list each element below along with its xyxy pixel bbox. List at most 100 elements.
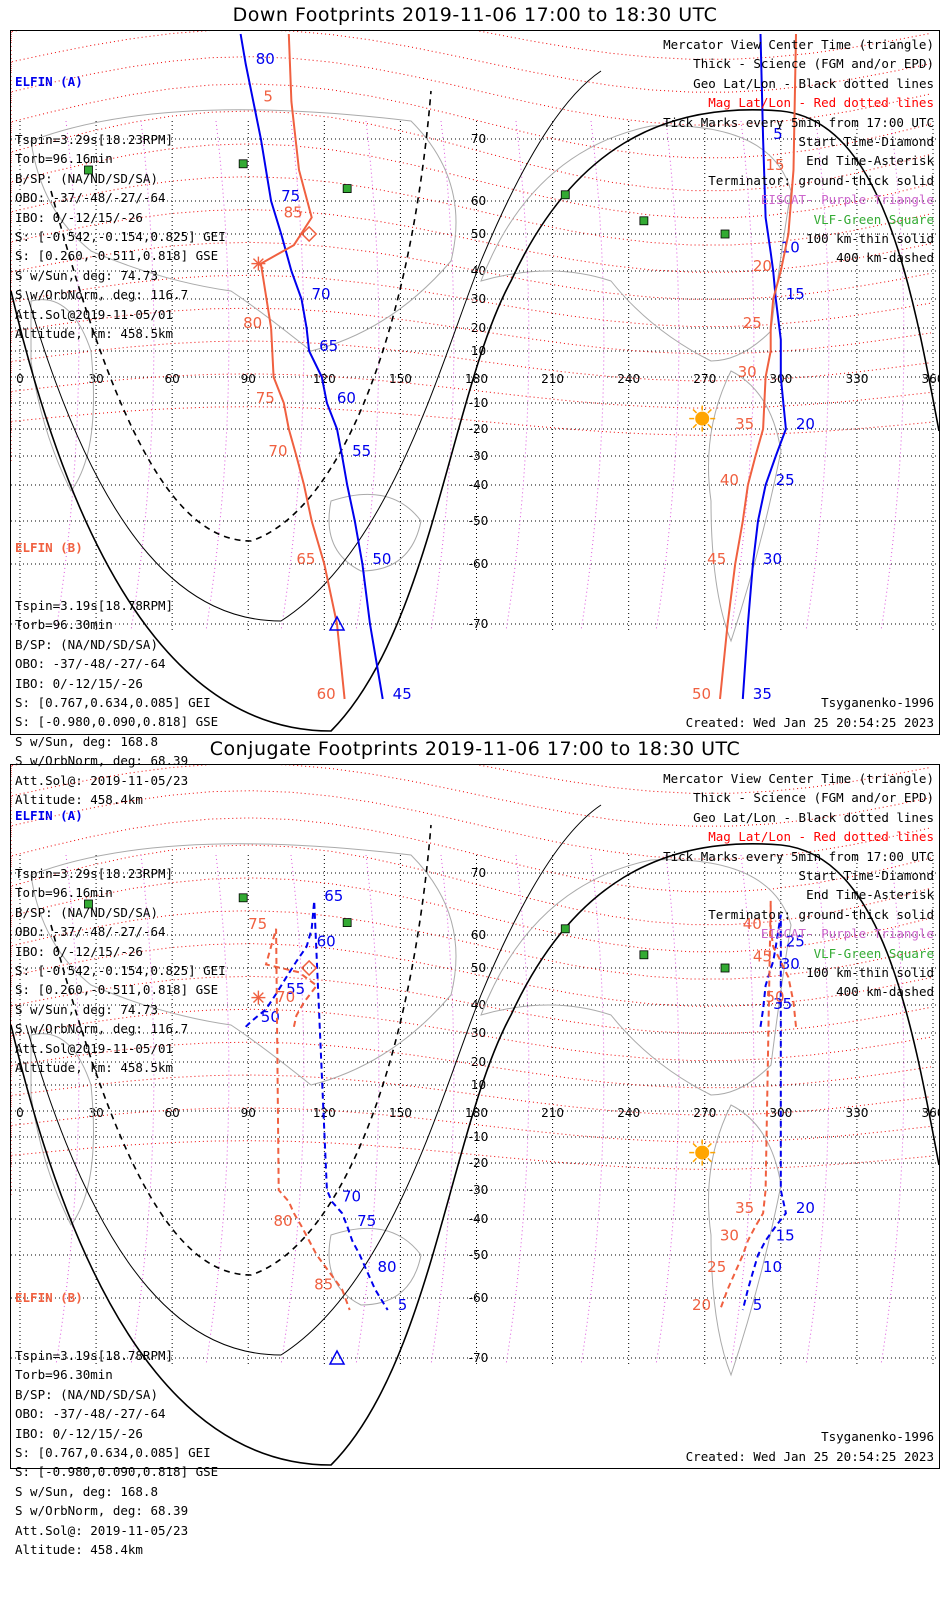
track-tick-label: 35 [735, 1199, 754, 1217]
asterisk-stroke [252, 992, 264, 1004]
lat-tick-label: -60 [469, 557, 489, 571]
created-label: Created: Wed Jan 25 20:54:25 2023 [685, 1449, 934, 1464]
sun-ray [692, 1142, 698, 1148]
elfin-a-track [239, 33, 384, 700]
legend-entry: Mag Lat/Lon - Red dotted lines [708, 829, 934, 845]
lon-tick-label: 0 [16, 1106, 24, 1120]
track-tick-label: 30 [763, 550, 782, 568]
elfin-a_2-track [741, 33, 787, 700]
elfin-a-header: ELFIN (A) [15, 73, 83, 89]
lat-tick-label: 30 [471, 292, 486, 306]
sun-icon [689, 1139, 716, 1166]
elfin-b_2-track [719, 33, 797, 700]
legend-entry: Thick - Science (FGM and/or EPD) [693, 790, 934, 806]
lat-tick-label: 70 [471, 866, 486, 880]
center-time-triangle [328, 1349, 346, 1365]
model-label: Tsyganenko-1996 [821, 695, 934, 710]
track-tick-label: 60 [337, 389, 356, 407]
coastline [30, 843, 457, 1086]
info-line: Att.Sol@: 2019-11-05/23 [15, 1522, 189, 1538]
lat-tick-label: 70 [471, 132, 486, 146]
start-diamond-marker [300, 225, 318, 243]
info-line: Altitude, km: 458.5km [15, 326, 174, 342]
track-tick-label: 15 [766, 156, 785, 174]
lon-tick-label: 90 [241, 1106, 256, 1120]
track-tick-label: 85 [284, 204, 303, 222]
legend-entry: 400 km-dashed [836, 250, 934, 266]
track-tick-label: 85 [314, 1275, 333, 1293]
elfin-a-info: ELFIN (A) Tspin=3.29s[18.23RPM] Torb=96.1… [15, 33, 226, 382]
lon-tick-label: 120 [313, 372, 336, 386]
legend-entry: Geo Lat/Lon - Black dotted lines [693, 75, 934, 91]
lon-tick-label: 240 [617, 1106, 640, 1120]
mag-latitude-line [11, 340, 932, 401]
info-line: S: [0.767,0.634,0.085] GEI [15, 1445, 211, 1461]
info-line: OBO: -37/-48/-27/-64 [15, 190, 166, 206]
mag-longitude-line [355, 854, 380, 1366]
info-line: Att.Sol@2019-11-05/01 [15, 1040, 174, 1056]
vlf-station-marker [342, 184, 352, 194]
mag-latitude-line [11, 1074, 932, 1135]
lon-tick-label: 60 [165, 372, 180, 386]
mag-latitude-line [11, 1140, 932, 1195]
legend-entry: Tick Marks every 5min from 17:00 UTC [663, 114, 934, 130]
lat-tick-label: -20 [469, 422, 489, 436]
legend-entry: Start Time-Diamond [798, 868, 934, 884]
end-asterisk-marker [251, 990, 266, 1005]
lon-tick-label: 30 [88, 372, 103, 386]
sun-ray [707, 408, 712, 414]
sun-ray [707, 1157, 712, 1163]
track-tick-label: 20 [692, 1296, 711, 1314]
map-legend: Mercator View Center Time (triangle) Thic… [663, 35, 934, 268]
elfin-b-info: ELFIN (B) Tspin=3.19s[18.78RPM] Torb=96.3… [15, 499, 218, 848]
legend-entry: Terminator: ground-thick solid [708, 906, 934, 922]
elfin-a-header: ELFIN (A) [15, 807, 83, 823]
track-tick-label: 50 [261, 1008, 280, 1026]
info-line: OBO: -37/-48/-27/-64 [15, 656, 166, 672]
sun-icon [689, 405, 716, 432]
lat-tick-label: 20 [471, 1055, 486, 1069]
info-line: S w/Sun, deg: 74.73 [15, 267, 158, 283]
elfin-b-track [264, 928, 351, 1311]
mag-latitude-line [11, 176, 932, 251]
lon-tick-label: 0 [16, 372, 24, 386]
vlf-station-marker [560, 190, 570, 200]
info-line: Tspin=3.19s[18.78RPM] [15, 598, 174, 614]
lat-tick-label: 60 [471, 928, 486, 942]
sun-ray [707, 1142, 712, 1148]
map-frame-down: 0306090120150180210240270300330360706050… [10, 30, 940, 807]
elfin-b_2-track [719, 900, 797, 1311]
lat-tick-label: -40 [469, 478, 489, 492]
end-asterisk-marker [251, 256, 266, 271]
track-tick-label: 70 [312, 285, 331, 303]
mag-latitude-line [11, 1008, 932, 1075]
info-line: Tspin=3.19s[18.78RPM] [15, 1348, 174, 1364]
legend-entry: End Time-Asterisk [806, 153, 934, 169]
info-line: S w/OrbNorm, deg: 116.7 [15, 287, 189, 303]
elfin-a_2-track [741, 914, 787, 1311]
mag-latitude-line [11, 1107, 932, 1165]
lon-tick-label: 330 [845, 372, 868, 386]
track-tick-label: 5 [773, 125, 783, 143]
lat-tick-label: 40 [471, 264, 486, 278]
legend-entry: Mercator View Center Time (triangle) [663, 771, 934, 786]
created-label: Created: Wed Jan 25 20:54:25 2023 [685, 715, 934, 730]
lon-tick-label: 30 [88, 1106, 103, 1120]
mag-latitude-line [11, 790, 932, 865]
legend-entry: Mercator View Center Time (triangle) [663, 37, 934, 52]
terminator [11, 70, 939, 732]
geo-grid: 0306090120150180210240270300330360706050… [11, 855, 939, 1365]
lat-tick-label: 50 [471, 227, 486, 241]
sun-disk [695, 411, 710, 426]
track-tick-label: 80 [243, 314, 262, 332]
terminator-ground [11, 109, 939, 732]
track-tick-label: 45 [707, 550, 726, 568]
lat-tick-label: -40 [469, 1212, 489, 1226]
info-line: B/SP: (NA/ND/SD/SA) [15, 904, 158, 920]
vlf-station-marker [639, 216, 649, 226]
info-line: S w/Sun, deg: 168.8 [15, 733, 158, 749]
elfin-b-info: ELFIN (B) Tspin=3.19s[18.78RPM] Torb=96.3… [15, 1249, 218, 1598]
coastline [328, 493, 422, 572]
lat-tick-label: 50 [471, 961, 486, 975]
track-tick-label: 65 [319, 337, 338, 355]
